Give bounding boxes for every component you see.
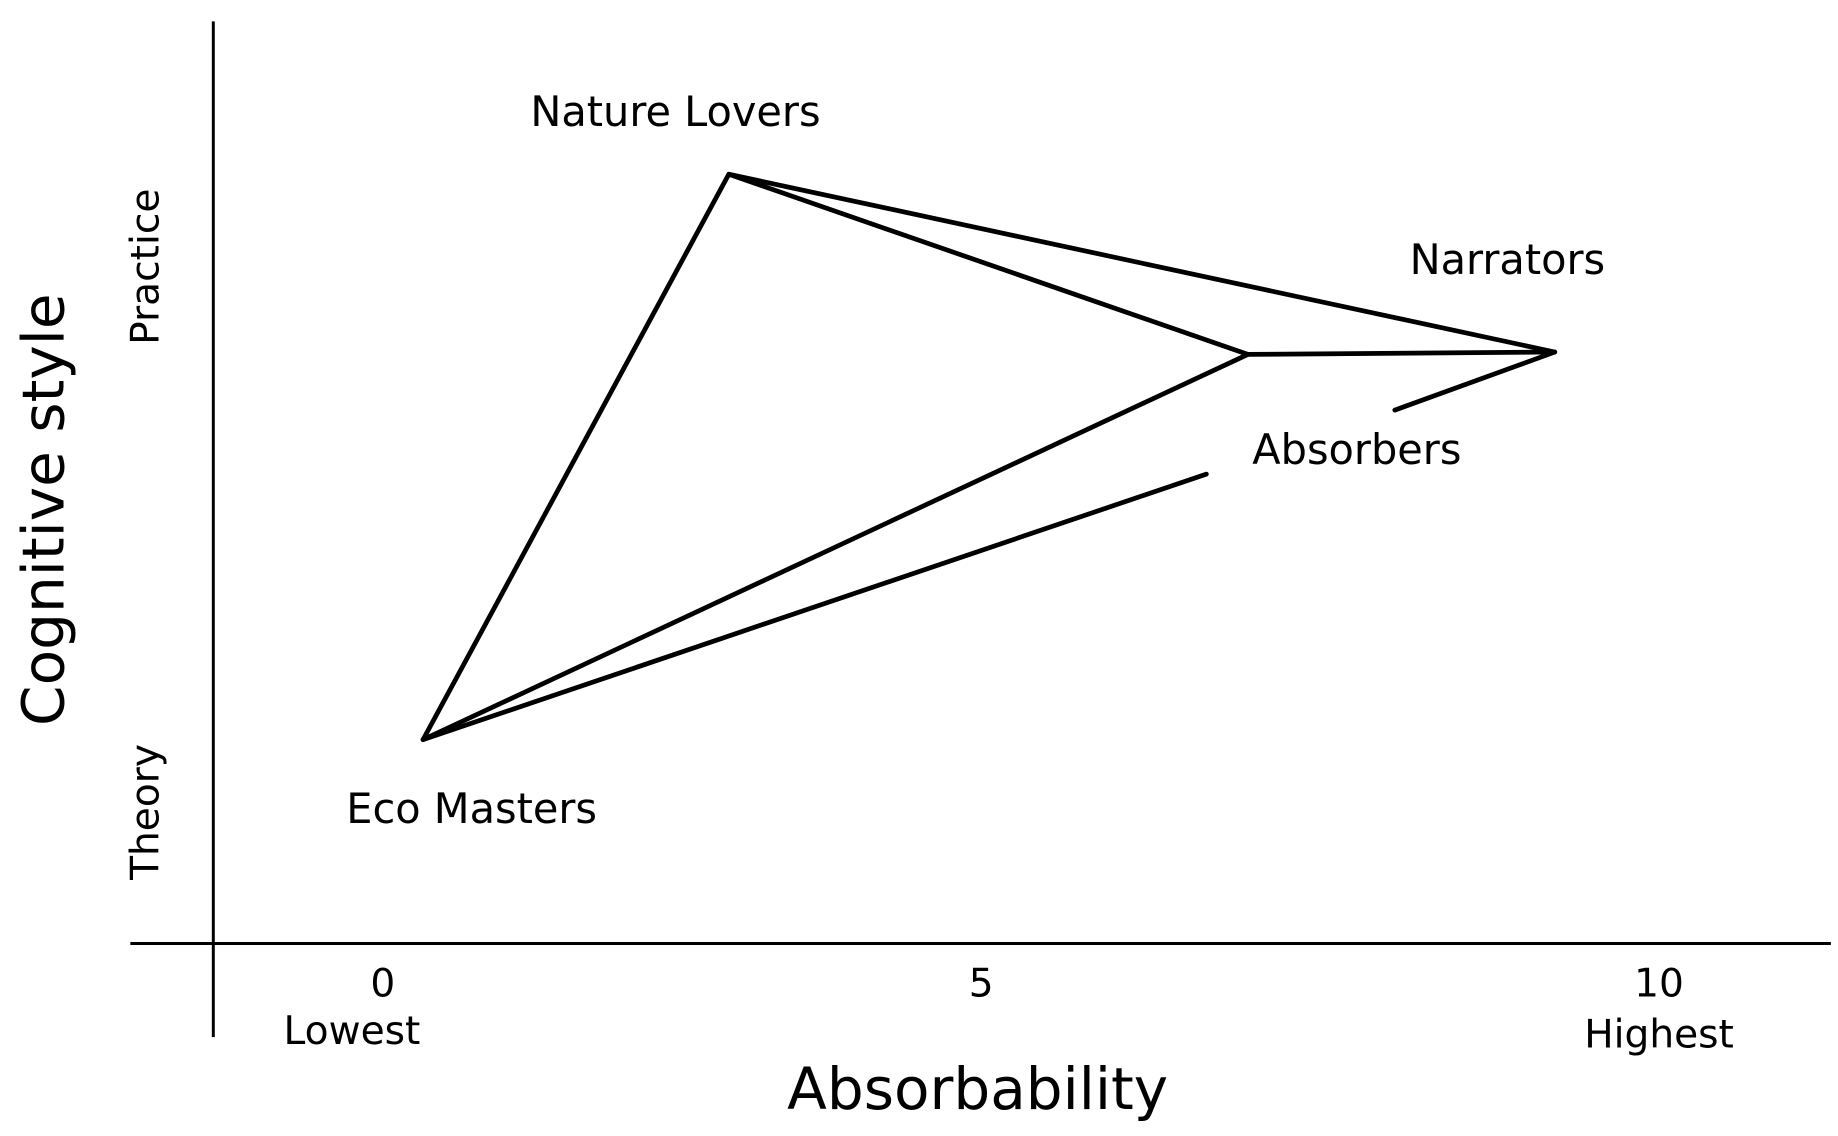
node-label: Eco Masters bbox=[346, 784, 597, 833]
edges bbox=[420, 171, 1558, 743]
x-tick-label: 5 bbox=[969, 962, 994, 1007]
edge bbox=[420, 171, 732, 743]
x-tick-sublabel: Lowest bbox=[284, 1009, 421, 1054]
y-tick-label: Theory bbox=[124, 744, 169, 881]
x-tick-sublabel: Highest bbox=[1584, 1013, 1734, 1058]
y-tick-label: Practice bbox=[124, 189, 169, 345]
edge bbox=[1392, 349, 1558, 413]
edge bbox=[726, 171, 1251, 357]
x-tick-label: 0 bbox=[370, 962, 395, 1007]
node-label: Absorbers bbox=[1252, 425, 1461, 474]
edge bbox=[420, 352, 1251, 743]
edge bbox=[1245, 349, 1558, 357]
node-label: Nature Lovers bbox=[530, 87, 820, 136]
x-tick-label: 10 bbox=[1634, 962, 1684, 1007]
node-label: Narrators bbox=[1410, 235, 1605, 284]
x-axis-title: Absorbability bbox=[787, 1055, 1168, 1123]
y-axis-title: Cognitive style bbox=[10, 293, 78, 726]
edge bbox=[726, 171, 1558, 355]
edge bbox=[420, 471, 1209, 743]
